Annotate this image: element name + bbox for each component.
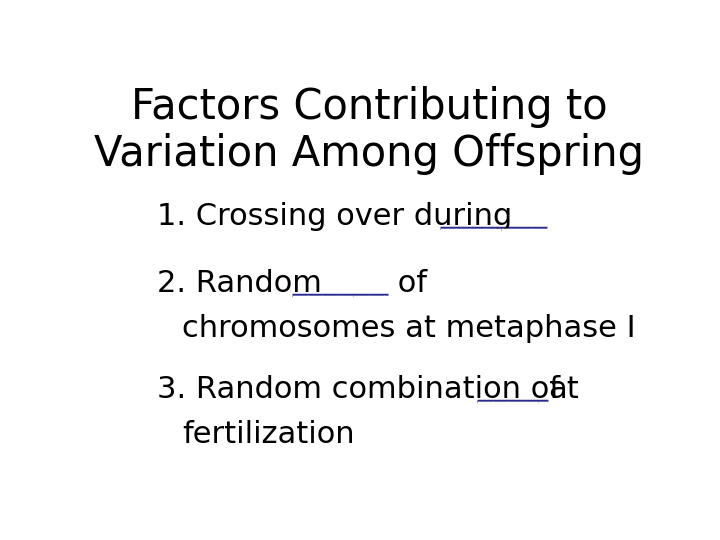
Text: 2. Random: 2. Random (157, 268, 332, 298)
Text: fertilization: fertilization (182, 420, 355, 449)
Text: at: at (549, 375, 579, 403)
Text: of: of (387, 268, 427, 298)
Text: Factors Contributing to
Variation Among Offspring: Factors Contributing to Variation Among … (94, 85, 644, 174)
Text: ______: ______ (477, 375, 569, 403)
Text: 3. Random combination of: 3. Random combination of (157, 375, 570, 403)
Text: ________: ________ (292, 268, 415, 298)
Text: chromosomes at metaphase I: chromosomes at metaphase I (182, 314, 636, 343)
Text: 1. Crossing over during: 1. Crossing over during (157, 202, 522, 231)
Text: _________: _________ (440, 202, 578, 231)
